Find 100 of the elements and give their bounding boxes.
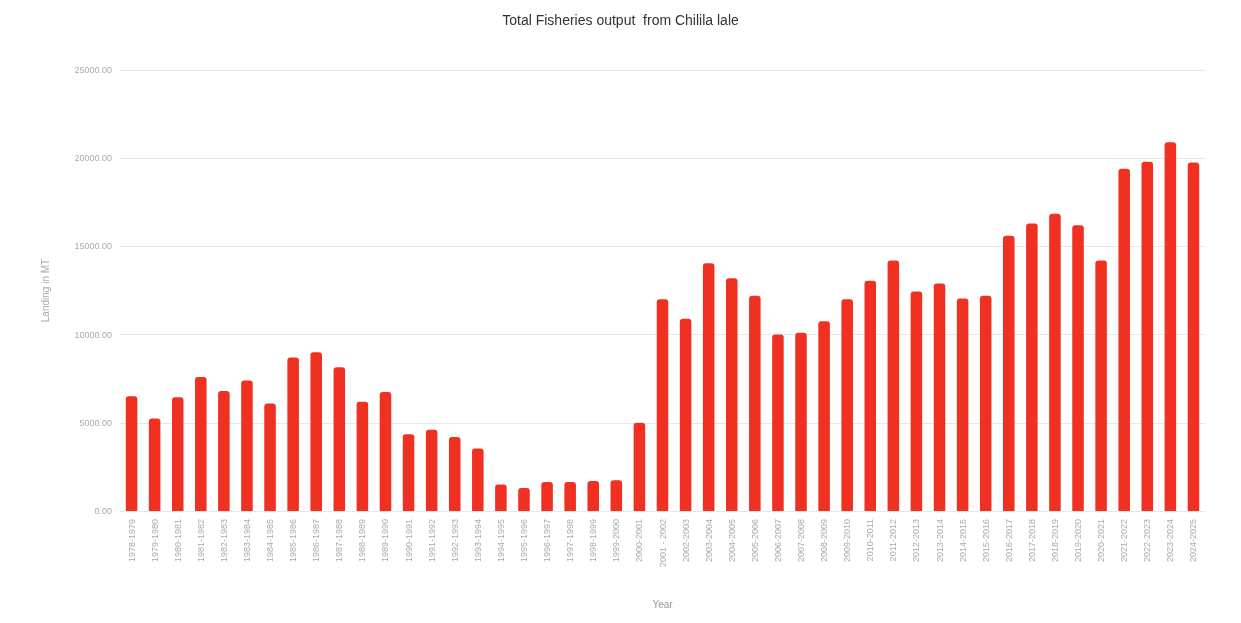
bar xyxy=(1141,161,1154,511)
x-tick-label: 1988-1989 xyxy=(357,519,368,563)
bar xyxy=(818,321,830,511)
x-tick-label: 1994-1995 xyxy=(495,519,506,563)
y-tick-label: 5000.00 xyxy=(79,417,112,428)
y-tick-label: 15000.00 xyxy=(74,241,112,252)
bar xyxy=(333,367,346,511)
x-tick-label: 1992-1993 xyxy=(449,519,460,563)
y-axis-title: Landing in MT xyxy=(39,258,51,323)
bar xyxy=(218,391,230,511)
x-tick-label: 1995-1996 xyxy=(518,519,529,563)
bar xyxy=(310,352,322,511)
bar xyxy=(241,380,253,511)
x-tick-label: 2014-2015 xyxy=(957,519,968,563)
bar xyxy=(1187,162,1200,511)
bar xyxy=(910,291,923,511)
bar xyxy=(171,397,184,511)
x-tick-label: 1991-1992 xyxy=(426,519,437,563)
bar xyxy=(979,295,992,511)
y-tick-label: 0.00 xyxy=(94,506,112,516)
bar xyxy=(379,391,392,511)
x-tick-label: 2018-2019 xyxy=(1049,519,1060,563)
x-tick-label: 2000-2001 xyxy=(634,519,645,563)
x-tick-label: 2003-2004 xyxy=(703,519,714,563)
x-tick-label: 1986-1987 xyxy=(311,519,322,563)
x-tick-label: 1999-2000 xyxy=(611,519,622,563)
bar xyxy=(148,418,161,511)
bar xyxy=(518,488,530,511)
x-tick-label: 1981-1982 xyxy=(195,519,206,563)
x-tick-label: 2009-2010 xyxy=(842,519,853,563)
x-tick-label: 1983-1984 xyxy=(241,519,252,563)
bar xyxy=(125,396,138,511)
x-tick-label: 1996-1997 xyxy=(542,519,553,563)
bar xyxy=(1049,213,1061,511)
bar xyxy=(587,481,600,511)
bar xyxy=(402,434,415,511)
x-tick-label: 1980-1981 xyxy=(172,519,183,563)
bar xyxy=(264,403,276,511)
x-tick-label: 2015-2016 xyxy=(980,519,991,563)
x-tick-label: 2001 - 2002 xyxy=(657,519,668,568)
bar xyxy=(772,334,784,511)
bar xyxy=(564,481,576,511)
x-tick-label: 1982-1983 xyxy=(218,519,229,563)
x-tick-label: 2017-2018 xyxy=(1026,519,1037,563)
x-tick-label: 2020-2021 xyxy=(1096,519,1107,563)
x-tick-label: 2021-2022 xyxy=(1119,519,1130,563)
x-axis-title: Year xyxy=(652,598,674,610)
bar xyxy=(287,357,299,511)
x-tick-label: 2022-2023 xyxy=(1142,519,1153,563)
x-tick-label: 1993-1994 xyxy=(472,519,483,563)
x-tick-label: 2024-2025 xyxy=(1188,519,1199,563)
x-tick-label: 2002-2003 xyxy=(680,519,691,563)
bar xyxy=(749,295,761,511)
bar xyxy=(610,480,623,511)
x-tick-label: 2005-2006 xyxy=(749,519,760,563)
x-tick-label: 2013-2014 xyxy=(934,519,945,563)
bar xyxy=(633,422,646,511)
bar xyxy=(1026,223,1038,511)
y-tick-label: 20000.00 xyxy=(74,153,112,164)
bar xyxy=(448,436,461,511)
x-tick-label: 2006-2007 xyxy=(772,519,783,563)
bar xyxy=(725,278,738,511)
chart-title: Total Fisheries output from Chilila lale xyxy=(502,12,739,28)
x-tick-label: 1997-1998 xyxy=(565,519,576,563)
bar xyxy=(1164,142,1177,511)
bar xyxy=(425,429,438,511)
x-tick-label: 2012-2013 xyxy=(911,519,922,563)
x-tick-label: 1987-1988 xyxy=(334,519,345,563)
y-tick-label: 10000.00 xyxy=(74,329,112,340)
bar xyxy=(195,376,207,511)
bar xyxy=(702,263,715,511)
x-tick-label: 2011-2012 xyxy=(888,519,899,562)
bar xyxy=(795,332,807,511)
bar xyxy=(841,299,853,511)
x-tick-label: 1990-1991 xyxy=(403,519,414,563)
x-tick-label: 2019-2020 xyxy=(1073,519,1084,563)
x-tick-label: 2016-2017 xyxy=(1003,519,1014,563)
x-tick-label: 2010-2011 xyxy=(865,519,876,562)
x-tick-label: 1989-1990 xyxy=(380,519,391,563)
bar xyxy=(1095,260,1107,511)
bar xyxy=(495,484,507,511)
x-tick-label: 1978-1979 xyxy=(126,519,137,563)
bar xyxy=(541,481,553,511)
x-tick-label: 2008-2009 xyxy=(819,519,830,563)
bar xyxy=(356,401,369,511)
bar xyxy=(1072,225,1084,511)
bar xyxy=(1003,235,1015,511)
bar xyxy=(472,448,484,511)
bar xyxy=(933,283,946,511)
bar xyxy=(956,298,969,511)
bar xyxy=(864,280,877,511)
y-tick-label: 25000.00 xyxy=(74,65,112,75)
x-tick-label: 2023-2024 xyxy=(1165,519,1176,563)
x-tick-label: 1985-1986 xyxy=(288,519,299,563)
x-tick-label: 2007-2008 xyxy=(796,519,807,563)
x-tick-label: 1998-1999 xyxy=(588,519,599,563)
bar xyxy=(656,299,669,511)
bar xyxy=(679,318,692,511)
x-tick-label: 2004-2005 xyxy=(726,519,737,563)
x-tick-label: 1979-1980 xyxy=(149,519,160,563)
